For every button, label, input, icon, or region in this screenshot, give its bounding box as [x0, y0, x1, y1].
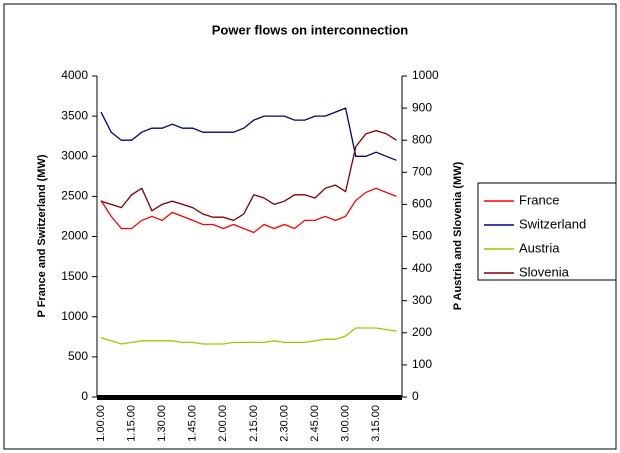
y2-tick-label: 900: [412, 100, 432, 114]
x-tick-label: 2.45.00: [309, 405, 321, 442]
y2-axis-title: P Austria and Slovenia (MW): [452, 161, 464, 310]
series-line: [100, 129, 397, 222]
chart-title: Power flows on interconnection: [212, 22, 409, 37]
legend-label: Switzerland: [519, 216, 586, 231]
y2-tick-label: 600: [412, 197, 432, 211]
y-tick-label: 500: [68, 349, 88, 363]
y2-tick-label: 500: [412, 229, 432, 243]
y-tick-label: 1000: [61, 309, 88, 323]
y-tick-label: 1500: [61, 269, 88, 283]
legend-label: France: [519, 192, 559, 207]
x-tick-label: 2.30.00: [278, 405, 290, 442]
y2-tick-label: 100: [412, 357, 432, 371]
x-tick-label: 1.30.00: [156, 405, 168, 442]
y-tick-label: 3500: [61, 108, 88, 122]
y2-tick-label: 700: [412, 164, 432, 178]
x-tick-label: 3.00.00: [339, 405, 351, 442]
y2-tick-label: 400: [412, 261, 432, 275]
y-tick-label: 3000: [61, 148, 88, 162]
series-line: [100, 107, 397, 161]
y-axis-title: P France and Switzerland (MW): [36, 154, 48, 317]
y2-tick-label: 300: [412, 293, 432, 307]
x-tick-label: 2.00.00: [217, 405, 229, 442]
y2-tick-label: 0: [412, 389, 419, 403]
series-line: [100, 327, 397, 345]
y-tick-label: 2000: [61, 229, 88, 243]
y-tick-label: 2500: [61, 189, 88, 203]
x-tick-label: 1.45.00: [187, 405, 199, 442]
series-line: [100, 187, 397, 234]
legend-label: Austria: [519, 240, 560, 255]
y2-tick-label: 1000: [412, 68, 439, 82]
y2-tick-label: 200: [412, 325, 432, 339]
legend: [477, 182, 617, 281]
y-tick-label: 4000: [61, 68, 88, 82]
y-tick-label: 0: [81, 389, 88, 403]
x-tick-label: 2.15.00: [248, 405, 260, 442]
legend-label: Slovenia: [519, 264, 570, 279]
y2-tick-label: 800: [412, 132, 432, 146]
x-tick-label: 3.15.00: [370, 405, 382, 442]
x-tick-label: 1.00.00: [95, 405, 107, 442]
x-axis: [97, 395, 402, 400]
x-tick-label: 1.15.00: [125, 405, 137, 442]
